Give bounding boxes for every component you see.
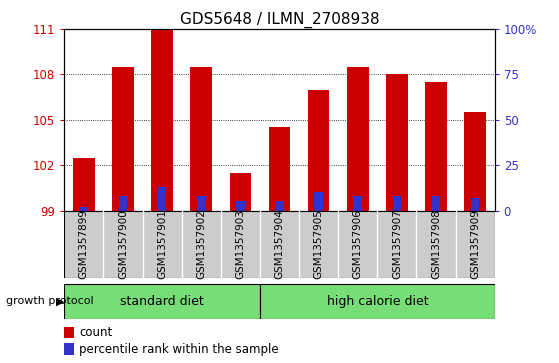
Bar [230,173,251,211]
Bar [64,343,74,355]
Bar [64,284,260,319]
Bar [236,201,245,211]
Text: growth protocol: growth protocol [6,296,93,306]
Text: GSM1357909: GSM1357909 [470,209,480,279]
Text: GSM1357908: GSM1357908 [431,209,441,279]
Text: count: count [79,326,112,339]
Bar [64,327,74,338]
Bar [353,196,362,211]
Bar [386,74,408,211]
Bar [73,158,94,211]
Text: GSM1357902: GSM1357902 [196,209,206,279]
Bar [119,196,127,211]
Text: ▶: ▶ [56,296,64,306]
Text: GSM1357901: GSM1357901 [157,209,167,279]
Text: GSM1357907: GSM1357907 [392,209,402,279]
Bar [260,284,495,319]
Bar [425,82,447,211]
Bar [347,67,368,211]
Bar [471,198,480,211]
Text: GSM1357906: GSM1357906 [353,209,363,279]
Bar [275,201,284,211]
Bar [158,187,167,211]
Text: GSM1357903: GSM1357903 [235,209,245,279]
Text: GSM1357905: GSM1357905 [314,209,324,279]
Bar [465,112,486,211]
Text: standard diet: standard diet [120,295,204,308]
Bar [392,196,401,211]
Text: GSM1357904: GSM1357904 [274,209,285,279]
Bar [191,67,212,211]
Bar [79,207,88,211]
Bar [432,196,440,211]
Bar [314,192,323,211]
Text: percentile rank within the sample: percentile rank within the sample [79,343,279,356]
Bar [308,90,329,211]
Bar [269,127,290,211]
Bar [197,196,206,211]
Text: GSM1357900: GSM1357900 [118,209,128,279]
Text: high calorie diet: high calorie diet [326,295,428,308]
Bar [151,29,173,211]
Text: GSM1357899: GSM1357899 [79,209,89,279]
Title: GDS5648 / ILMN_2708938: GDS5648 / ILMN_2708938 [179,12,380,28]
Bar [112,67,134,211]
